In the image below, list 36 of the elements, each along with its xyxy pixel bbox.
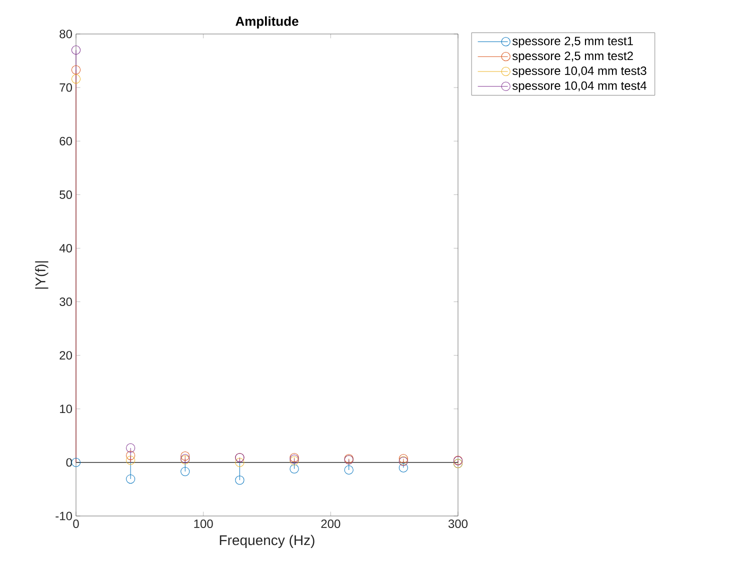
y-tick-label: 0	[66, 458, 72, 467]
point	[180, 466, 190, 476]
chart-title: Amplitude	[236, 16, 298, 28]
point	[290, 464, 299, 474]
y-tick-label: 70	[60, 83, 72, 92]
point	[71, 65, 81, 74]
x-tick-label: 200	[321, 520, 340, 528]
x-tick-label: 0	[73, 520, 79, 528]
point	[126, 456, 136, 465]
point	[398, 463, 408, 472]
legend-label: spessore 10,04 mm test3	[512, 66, 646, 78]
point	[235, 458, 244, 467]
point	[71, 458, 81, 467]
y-tick-label: 60	[60, 136, 72, 146]
y-axis-title: |Y(f)|	[35, 261, 48, 289]
legend-label: spessore 2,5 mm test2	[512, 52, 633, 62]
point	[180, 451, 190, 461]
point	[71, 46, 81, 55]
point	[126, 450, 136, 460]
x-axis-title: Frequency (Hz)	[220, 534, 314, 548]
y-tick-label: 20	[60, 351, 72, 360]
legend-label: spessore 2,5 mm test1	[512, 36, 633, 48]
y-tick-label: 80	[60, 30, 72, 38]
point	[126, 443, 136, 453]
x-tick-label: 300	[448, 520, 468, 528]
y-tick-label: 10	[60, 404, 72, 414]
point	[126, 474, 136, 484]
point	[71, 74, 81, 84]
x-tick-label: 100	[194, 520, 213, 528]
point	[344, 465, 354, 474]
point	[235, 476, 244, 485]
legend-label: spessore 10,04 mm test4	[512, 81, 646, 92]
y-tick-label: 30	[60, 298, 72, 306]
y-tick-label: -10	[56, 512, 72, 520]
y-tick-label: 40	[59, 244, 72, 252]
y-tick-label: 50	[60, 190, 72, 199]
